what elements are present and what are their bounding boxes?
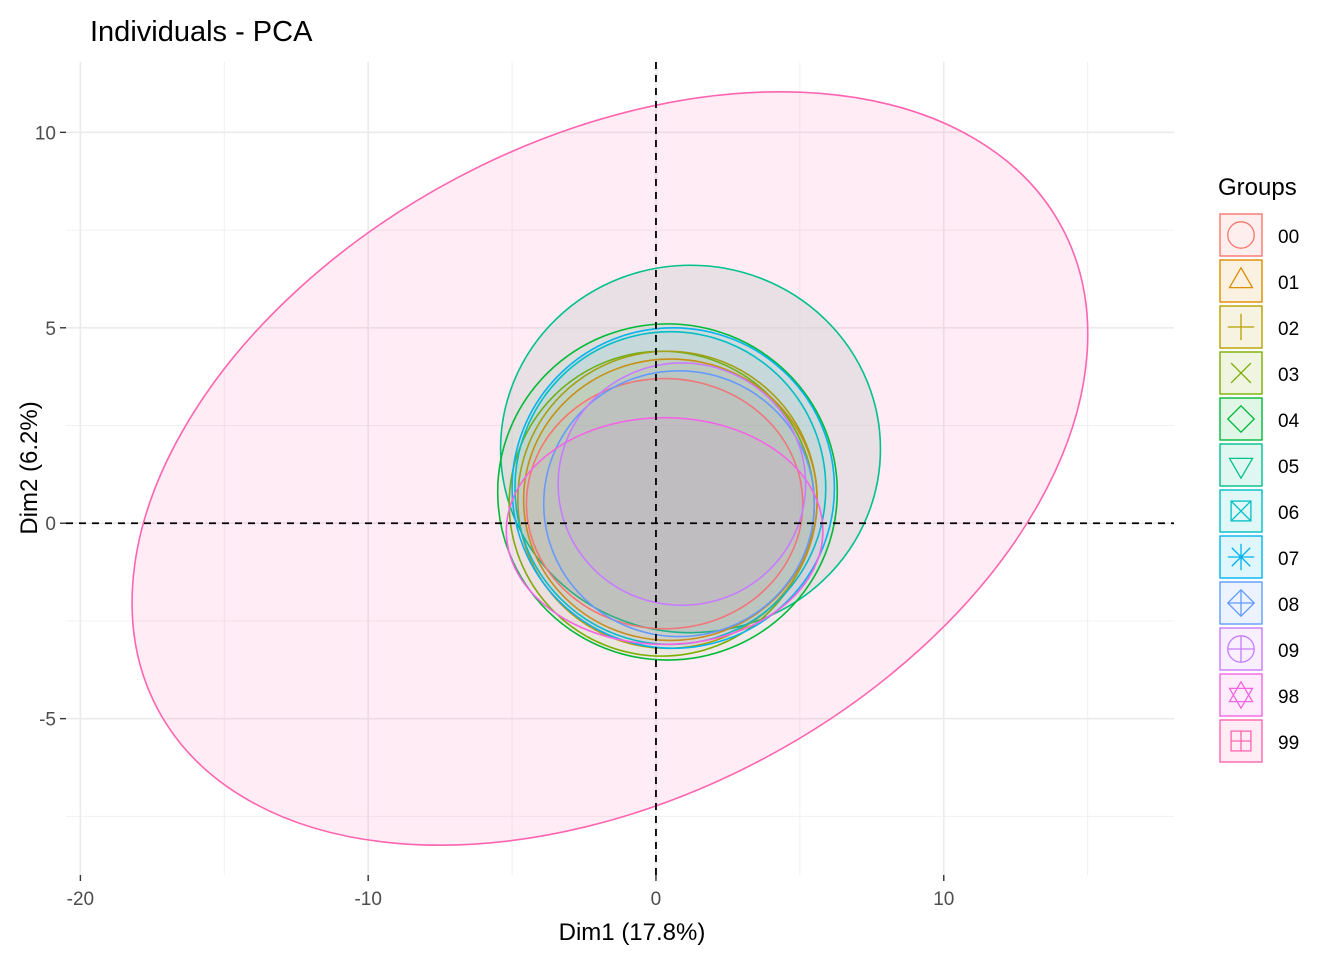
y-tick-label: 0 [45,514,56,535]
y-axis-title: Dim2 (6.2%) [16,401,43,534]
legend-item-06: 06 [1219,489,1299,533]
legend-symbol-plus [1227,313,1255,341]
y-tick-label: 5 [45,319,56,340]
legend-key [1219,489,1263,533]
legend-item-01: 01 [1219,259,1299,303]
x-tick-label: -10 [354,889,381,910]
legend-item-98: 98 [1219,673,1299,717]
legend-symbol-circle-plus [1227,635,1255,663]
legend-item-09: 09 [1219,627,1299,671]
legend-label: 03 [1278,365,1299,386]
y-tick-label: 10 [35,123,56,144]
legend-label: 09 [1278,641,1299,662]
legend-item-03: 03 [1219,351,1299,395]
legend-symbol-diamond-plus [1226,588,1256,618]
ellipse-group-05 [499,264,882,634]
y-tick-label: -5 [39,710,56,731]
legend-label: 04 [1278,411,1300,432]
x-tick-label: -20 [67,889,94,910]
ellipse-group-98 [505,416,824,646]
legend-symbol-asterisk [1227,543,1255,571]
legend-label: 05 [1278,457,1299,478]
legend-key [1219,259,1263,303]
legend-item-00: 00 [1219,213,1299,257]
legend-label: 02 [1278,319,1299,340]
legend-symbol-cross [1230,362,1252,384]
legend-key [1219,397,1263,441]
legend-symbol-square-plus [1230,730,1252,752]
legend-symbol-star-of-david [1228,680,1254,710]
ellipse-group-08 [542,369,816,638]
chart-title: Individuals - PCA [90,16,313,48]
ellipse-group-09 [557,362,807,607]
axes: -20 -10 0 10 -5 0 5 10 [35,123,954,910]
legend-symbol-square-cross [1230,500,1252,522]
legend-symbol-circle-open [1227,221,1255,249]
ellipse-group-99 [131,91,1089,846]
legend-label: 08 [1278,595,1299,616]
legend-title: Groups [1218,174,1297,201]
legend-item-05: 05 [1219,443,1299,487]
legend-label: 00 [1278,227,1299,248]
legend: Groups 00 01 02 03 04 05 06 07 08 09 98 99 [1218,174,1300,763]
x-tick-label: 10 [933,889,954,910]
legend-symbol-triangle-down-open [1228,457,1254,480]
legend-item-02: 02 [1219,305,1299,349]
ellipse-group-00 [525,377,804,630]
legend-key [1219,443,1263,487]
legend-label: 07 [1278,549,1299,570]
confidence-ellipses [131,91,1089,846]
legend-item-07: 07 [1219,535,1299,579]
legend-label: 01 [1278,273,1299,294]
legend-label: 99 [1278,733,1299,754]
legend-key [1219,213,1263,257]
reference-lines [66,62,1174,875]
x-axis-title: Dim1 (17.8%) [559,919,706,946]
legend-symbol-diamond-open [1226,404,1256,434]
x-tick-label: 0 [651,889,662,910]
legend-label: 06 [1278,503,1299,524]
legend-label: 98 [1278,687,1299,708]
legend-symbol-triangle-open [1228,266,1254,289]
legend-item-99: 99 [1219,719,1299,763]
legend-item-04: 04 [1219,397,1300,441]
legend-key [1219,673,1263,717]
legend-item-08: 08 [1219,581,1299,625]
